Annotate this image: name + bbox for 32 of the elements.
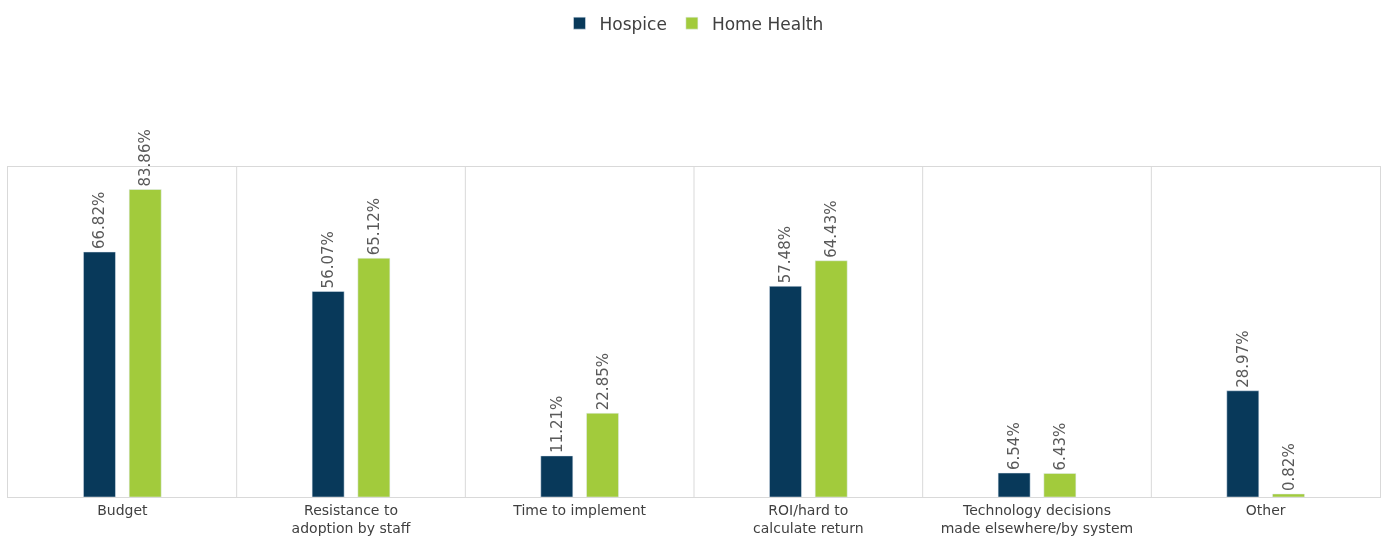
x-tick-label: Technology decisions made elsewhere/by system	[940, 501, 1134, 536]
data-label: 11.21%	[547, 395, 566, 453]
x-tick-label: Other	[1245, 501, 1286, 518]
x-tick-label: ROI/hard to calculate return	[753, 501, 864, 536]
data-label: 57.48%	[776, 226, 795, 284]
data-label: 64.43%	[822, 200, 841, 258]
data-label: 6.43%	[1050, 422, 1069, 471]
bar	[128, 189, 162, 497]
bar	[1272, 493, 1305, 497]
bar	[1226, 390, 1260, 497]
bar	[311, 291, 345, 497]
data-label: 22.85%	[593, 353, 612, 411]
data-label: 66.82%	[90, 191, 109, 249]
x-tick-label: Resistance to adoption by staff	[291, 501, 411, 536]
bar	[997, 472, 1031, 497]
bar	[540, 455, 574, 497]
bar	[814, 260, 848, 497]
data-label: 83.86%	[136, 129, 155, 187]
bar	[769, 285, 802, 497]
data-label: 56.07%	[319, 231, 338, 289]
x-tick-label: Time to implement	[512, 501, 647, 518]
data-label: 28.97%	[1233, 330, 1252, 388]
bar	[1043, 473, 1077, 497]
legend-label: Hospice	[599, 13, 667, 34]
legend-label: Home Health	[711, 13, 824, 34]
data-label: 65.12%	[364, 198, 383, 256]
data-label: 0.82%	[1279, 443, 1298, 491]
data-label: 6.54%	[1005, 422, 1024, 471]
x-tick-label: Budget	[97, 501, 149, 518]
bar	[83, 251, 116, 497]
bar	[357, 257, 391, 497]
bar	[586, 412, 619, 497]
